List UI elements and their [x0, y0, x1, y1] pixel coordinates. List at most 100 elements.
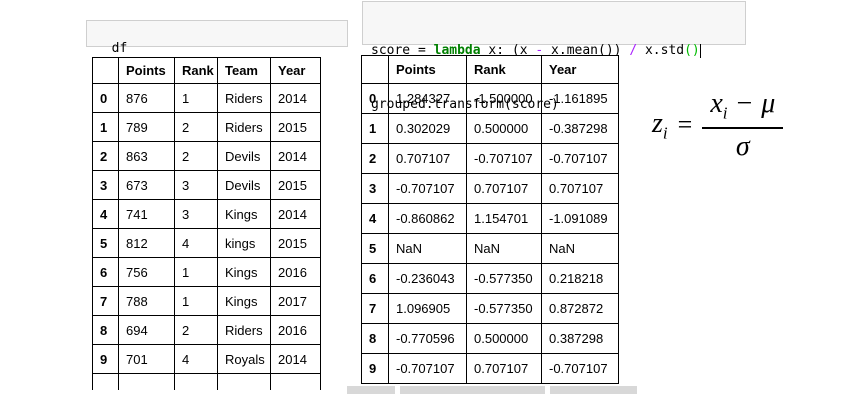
cell: Royals [217, 344, 271, 374]
cell: 694 [118, 315, 175, 345]
cell: 0.218218 [541, 263, 619, 294]
cell: 2016 [270, 257, 321, 287]
cell: 1 [174, 83, 218, 113]
table-row: 4 741 3 Kings 2014 [92, 199, 321, 229]
formula-lhs: zi [652, 108, 668, 144]
cell [174, 373, 218, 390]
text-cursor [699, 44, 701, 58]
table-row: 0 876 1 Riders 2014 [92, 83, 321, 113]
cell: 2014 [270, 199, 321, 229]
cell: 863 [118, 141, 175, 171]
table-row: 5 NaN NaN NaN [361, 233, 619, 264]
column-header: Points [388, 55, 467, 84]
code-text: df [111, 41, 128, 56]
cell: Riders [217, 315, 271, 345]
cell: 1 [174, 257, 218, 287]
table-row: 3 673 3 Devils 2015 [92, 170, 321, 200]
code-token-operator: / [629, 43, 638, 58]
dataframe-table-df: Points Rank Team Year 0 876 1 Riders 2014 1 789 2 Ri… [92, 57, 321, 390]
table-row: 1 789 2 Riders 2015 [92, 112, 321, 142]
cell: 0.500000 [466, 323, 542, 354]
row-index: 9 [361, 353, 389, 384]
cell: 2017 [270, 286, 321, 316]
table-row: 7 1.096905 -0.577350 0.872872 [361, 293, 619, 324]
cell: NaN [388, 233, 467, 264]
fraction-numerator: xi − μ [702, 88, 783, 127]
cell [118, 373, 175, 390]
column-header: Year [541, 55, 619, 84]
cell: 3 [174, 170, 218, 200]
code-token-operator: - [535, 43, 544, 58]
row-index: 9 [92, 344, 119, 374]
cell: 0.707107 [541, 173, 619, 204]
cell: 3 [174, 199, 218, 229]
cell: -0.387298 [541, 113, 619, 144]
row-index: 5 [361, 233, 389, 264]
horizontal-scrollbar[interactable] [347, 386, 637, 394]
code-cell-df[interactable]: df [86, 20, 348, 56]
cell: 756 [118, 257, 175, 287]
dataframe-output-transformed: Points Rank Year 0 1.284327 -1.500000 -1.16189… [361, 55, 619, 386]
partial-row [92, 373, 321, 390]
code-token-plain: score = [371, 43, 434, 58]
column-header: Rank [466, 55, 542, 84]
code-line-1: score = lambda x: (x - x.mean()) / x.std… [371, 42, 745, 60]
row-index: 3 [361, 173, 389, 204]
cell: -0.707107 [388, 173, 467, 204]
cell: -1.161895 [541, 83, 619, 114]
cell: -1.500000 [466, 83, 542, 114]
cell: Riders [217, 83, 271, 113]
cell: 2015 [270, 112, 321, 142]
equals-sign: = [677, 110, 693, 140]
code-token-plain: x.mean()) [543, 43, 630, 58]
cell: Devils [217, 170, 271, 200]
formula-z-subscript: i [662, 123, 668, 143]
table-row: 2 0.707107 -0.707107 -0.707107 [361, 143, 619, 174]
formula-mu: μ [761, 88, 776, 119]
code-token-bracket: () [684, 43, 700, 58]
minus-sign: − [736, 88, 753, 119]
formula-z: z [652, 107, 663, 139]
fraction: xi − μ σ [702, 88, 784, 163]
table-row: 3 -0.707107 0.707107 0.707107 [361, 173, 619, 204]
cell: kings [217, 228, 271, 258]
row-index: 2 [361, 143, 389, 174]
cell [217, 373, 271, 390]
column-header [361, 55, 389, 84]
row-index: 8 [361, 323, 389, 354]
code-cell-transform[interactable]: score = lambda x: (x - x.mean()) / x.std… [362, 1, 746, 112]
cell: -0.707107 [541, 353, 619, 384]
row-index: 6 [361, 263, 389, 294]
table-row: 7 788 1 Kings 2017 [92, 286, 321, 316]
row-index: 2 [92, 141, 119, 171]
cell: Kings [217, 286, 271, 316]
formula-sigma: σ [735, 130, 750, 162]
cell: 2015 [270, 228, 321, 258]
cell: 1.284327 [388, 83, 467, 114]
cell: 1.096905 [388, 293, 467, 324]
cell: Devils [217, 141, 271, 171]
column-header [92, 57, 119, 84]
fraction-bar [702, 126, 784, 129]
cell [92, 373, 119, 390]
row-index: 7 [361, 293, 389, 324]
cell: NaN [541, 233, 619, 264]
table-row: 8 -0.770596 0.500000 0.387298 [361, 323, 619, 354]
cell: 788 [118, 286, 175, 316]
cell: NaN [466, 233, 542, 264]
formula-x: x [710, 88, 723, 119]
cell: -0.577350 [466, 263, 542, 294]
cell: 2014 [270, 344, 321, 374]
code-token-keyword: lambda [433, 43, 481, 58]
table-row: 2 863 2 Devils 2014 [92, 141, 321, 171]
cell: 0.500000 [466, 113, 542, 144]
code-token-plain: x: (x [480, 43, 536, 58]
table-row: 0 1.284327 -1.500000 -1.161895 [361, 83, 619, 114]
table-row: 5 812 4 kings 2015 [92, 228, 321, 258]
table-row: 9 701 4 Royals 2014 [92, 344, 321, 374]
cell: 673 [118, 170, 175, 200]
cell: Riders [217, 112, 271, 142]
cell: 1 [174, 286, 218, 316]
column-header: Team [217, 57, 271, 84]
cell: -0.236043 [388, 263, 467, 294]
